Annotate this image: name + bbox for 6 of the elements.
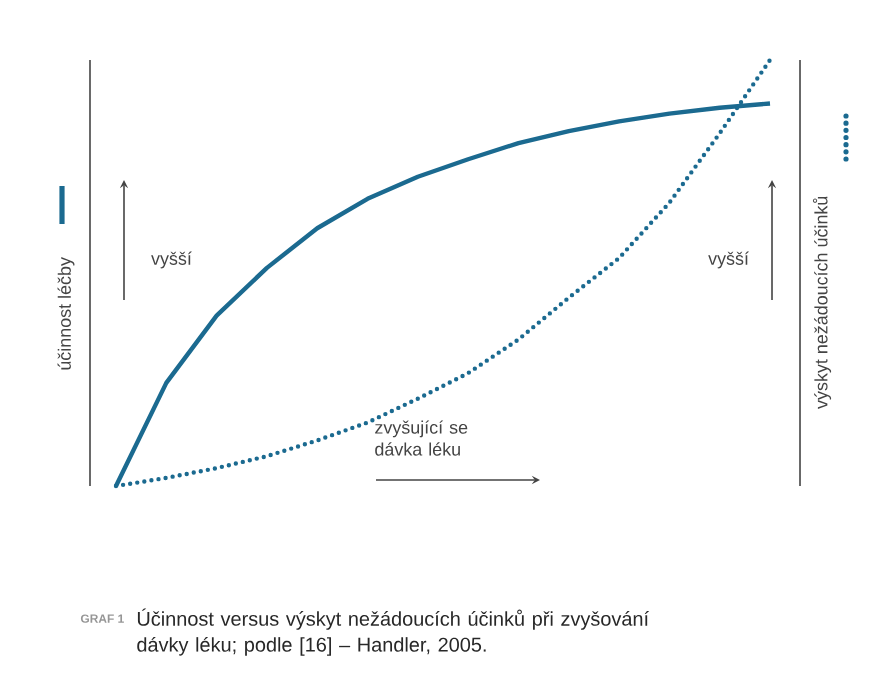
annotation: vyšší [151,251,192,269]
y-axis-title: účinnost léčby [57,257,75,370]
annotation: vyšší [708,251,749,269]
text: Účinnost versus výskyt nežádoucích účinků při zvyšování dávky léku; podle [16] – Handler, 2005. [137,608,649,656]
annotation: zvyšující se dávka léku [375,420,468,456]
y2-axis-title: výskyt nežádoucích účinků [812,196,832,409]
